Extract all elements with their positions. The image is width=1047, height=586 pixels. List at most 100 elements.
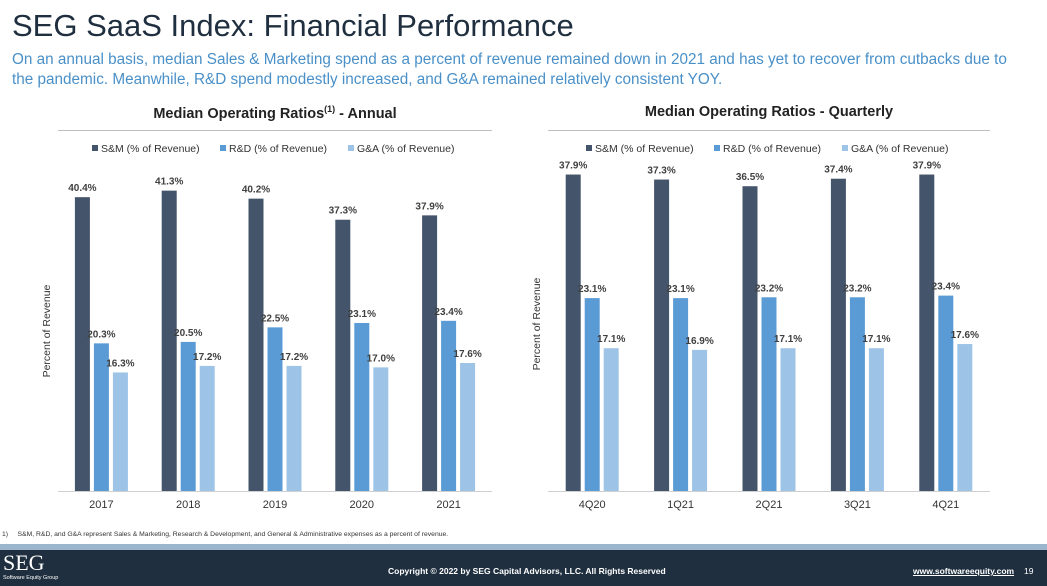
quarterly-chart-title-rule	[548, 130, 990, 131]
annual-data-label-2-0: 16.3%	[106, 358, 134, 369]
annual-x-tick-3: 2020	[350, 499, 374, 511]
quarterly-x-tick-3: 3Q21	[844, 499, 871, 511]
quarterly-data-label-2-1: 16.9%	[685, 336, 713, 347]
quarterly-legend-label-0: S&M (% of Revenue)	[595, 143, 694, 155]
quarterly-legend-label-1: R&D (% of Revenue)	[723, 143, 821, 155]
annual-x-tick-4: 2021	[436, 499, 460, 511]
annual-data-label-1-4: 23.4%	[434, 307, 462, 318]
seg-logo-subtext: Software Equity Group	[3, 575, 59, 581]
annual-chart-title: Median Operating Ratios(1) - Annual	[58, 104, 492, 122]
quarterly-bar-2-1	[692, 349, 708, 491]
annual-bar-0-1	[161, 190, 177, 492]
quarterly-data-label-0-3: 37.4%	[824, 165, 852, 176]
annual-bar-0-2	[248, 198, 264, 492]
quarterly-data-label-0-0: 37.9%	[559, 161, 587, 172]
annual-data-label-0-3: 37.3%	[329, 206, 357, 217]
annual-bar-1-1	[180, 341, 196, 491]
annual-bar-2-0	[112, 372, 128, 491]
annual-bar-2-1	[199, 365, 215, 491]
footnote-text: S&M, R&D, and G&A represent Sales & Mark…	[17, 531, 449, 538]
quarterly-bar-1-1	[673, 298, 689, 491]
footer-bar: SEG Software Equity Group Copyright © 20…	[0, 550, 1047, 586]
quarterly-data-label-1-4: 23.4%	[932, 282, 960, 293]
page-number: 19	[1024, 566, 1034, 576]
annual-legend-label-1: R&D (% of Revenue)	[229, 143, 327, 155]
annual-chart-title-suffix: - Annual	[335, 105, 397, 122]
quarterly-bar-0-4	[919, 174, 935, 491]
annual-legend-label-2: G&A (% of Revenue)	[357, 143, 454, 155]
annual-chart-title-footnote-ref: (1)	[324, 104, 336, 114]
annual-legend-swatch-2	[348, 145, 354, 151]
quarterly-bar-2-3	[868, 348, 884, 491]
annual-legend-swatch-0	[92, 145, 98, 151]
annual-bar-0-3	[335, 219, 351, 491]
annual-legend-label-0: S&M (% of Revenue)	[101, 143, 200, 155]
annual-bar-0-0	[74, 197, 90, 491]
quarterly-bar-2-4	[957, 344, 973, 491]
footnote-marker: 1)	[2, 531, 9, 538]
quarterly-bar-1-4	[938, 295, 954, 491]
annual-data-label-1-2: 22.5%	[261, 313, 289, 324]
annual-bar-1-0	[93, 343, 109, 491]
annual-bar-2-2	[286, 365, 302, 491]
quarterly-x-tick-2: 2Q21	[756, 499, 783, 511]
quarterly-data-label-0-2: 36.5%	[736, 172, 764, 183]
quarterly-legend-label-2: G&A (% of Revenue)	[851, 143, 948, 155]
quarterly-data-label-0-1: 37.3%	[647, 166, 675, 177]
quarterly-x-tick-0: 4Q20	[579, 499, 606, 511]
annual-x-tick-1: 2018	[176, 499, 200, 511]
quarterly-legend-swatch-2	[842, 145, 848, 151]
quarterly-chart-title: Median Operating Ratios - Quarterly	[644, 104, 894, 120]
annual-data-label-2-1: 17.2%	[193, 352, 221, 363]
quarterly-bar-0-1	[654, 179, 670, 492]
quarterly-data-label-2-4: 17.6%	[951, 330, 979, 341]
copyright-text: Copyright © 2022 by SEG Capital Advisors…	[388, 566, 666, 576]
annual-bar-0-4	[422, 215, 438, 491]
annual-bar-1-2	[267, 327, 283, 491]
annual-legend-swatch-1	[220, 145, 226, 151]
page-subtitle: On an annual basis, median Sales & Marke…	[12, 51, 1007, 88]
quarterly-data-label-1-3: 23.2%	[843, 283, 871, 294]
quarterly-y-axis-label: Percent of Revenue	[531, 277, 543, 370]
annual-data-label-0-2: 40.2%	[242, 185, 270, 196]
quarterly-bar-2-0	[603, 348, 619, 491]
annual-data-label-0-0: 40.4%	[68, 183, 96, 194]
quarterly-bar-0-3	[830, 178, 846, 491]
annual-bar-2-3	[373, 367, 389, 491]
quarterly-x-tick-1: 1Q21	[667, 499, 694, 511]
quarterly-data-label-2-0: 17.1%	[597, 334, 625, 345]
annual-data-label-1-0: 20.3%	[87, 329, 115, 340]
annual-x-tick-0: 2017	[89, 499, 113, 511]
footnote: 1) S&M, R&D, and G&A represent Sales & M…	[2, 531, 448, 538]
charts-canvas: S&M (% of Revenue) R&D (% of Revenue) G&A …	[41, 143, 990, 511]
annual-bar-1-3	[354, 323, 370, 491]
annual-data-label-2-3: 17.0%	[367, 353, 395, 364]
quarterly-bar-2-2	[780, 348, 796, 491]
page-title: SEG SaaS Index: Financial Performance	[12, 8, 574, 43]
annual-data-label-0-4: 37.9%	[415, 201, 443, 212]
quarterly-data-label-2-3: 17.1%	[862, 334, 890, 345]
quarterly-bar-1-3	[849, 297, 865, 491]
annual-data-label-1-1: 20.5%	[174, 328, 202, 339]
quarterly-bar-0-0	[565, 174, 581, 491]
annual-chart-title-main: Median Operating Ratios	[153, 105, 325, 122]
quarterly-data-label-1-1: 23.1%	[666, 284, 694, 295]
quarterly-bar-0-2	[742, 186, 758, 491]
quarterly-data-label-2-2: 17.1%	[774, 334, 802, 345]
quarterly-legend-swatch-0	[586, 145, 592, 151]
footer-accent-band	[0, 544, 1047, 550]
annual-data-label-0-1: 41.3%	[155, 177, 183, 188]
annual-y-axis-label: Percent of Revenue	[41, 284, 53, 377]
annual-chart-title-rule	[58, 130, 492, 131]
annual-bar-1-4	[441, 320, 457, 491]
quarterly-x-tick-4: 4Q21	[932, 499, 959, 511]
website-link[interactable]: www.softwareequity.com	[913, 566, 1015, 576]
annual-bar-2-4	[460, 363, 476, 491]
quarterly-bar-1-2	[761, 297, 777, 491]
annual-data-label-2-4: 17.6%	[453, 349, 481, 360]
annual-data-label-1-3: 23.1%	[348, 309, 376, 320]
seg-logo: SEG	[3, 550, 45, 575]
quarterly-data-label-1-2: 23.2%	[755, 283, 783, 294]
annual-x-tick-2: 2019	[263, 499, 287, 511]
quarterly-data-label-1-0: 23.1%	[578, 284, 606, 295]
